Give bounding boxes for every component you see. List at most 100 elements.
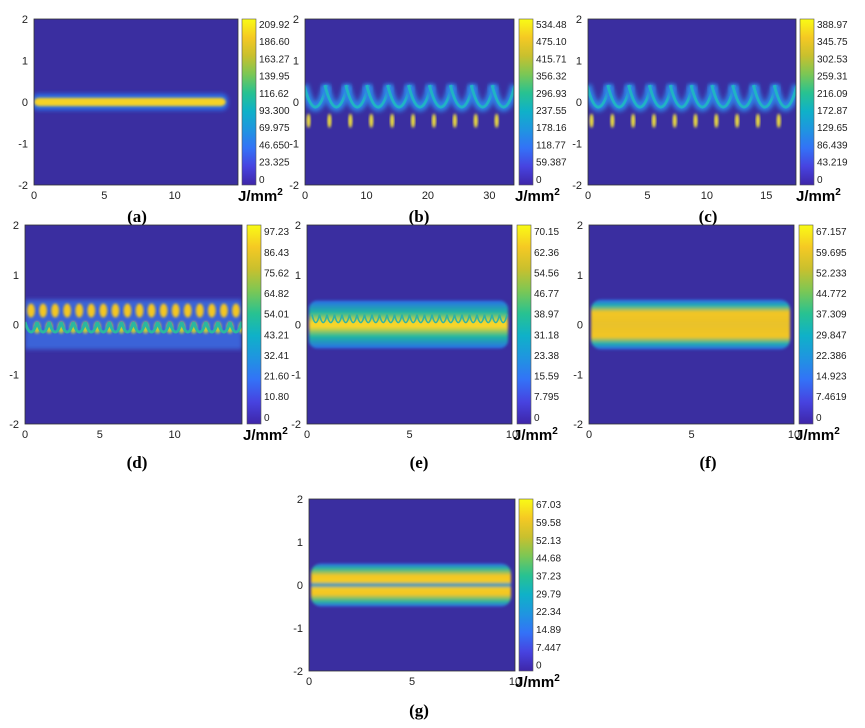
hot-spot (390, 113, 395, 128)
x-tick-label: 5 (688, 429, 694, 441)
colorbar-tick-label: 178.16 (536, 123, 567, 134)
y-tick-label: 2 (293, 14, 299, 26)
braid-arc (216, 321, 232, 334)
y-tick-label: 2 (577, 220, 583, 232)
colorbar-tick-label: 10.80 (264, 392, 289, 403)
colorbar-gradient (246, 224, 262, 425)
braid-node-upper (99, 303, 108, 318)
colorbar-tick-label: 356.32 (536, 72, 567, 83)
y-tick-label: -2 (572, 180, 582, 192)
axes-frame (24, 224, 243, 425)
colorbar-tick-label: 23.325 (259, 158, 290, 169)
x-tick-label: 10 (169, 429, 181, 441)
x-tick-label: 10 (169, 190, 181, 202)
axes-frame (33, 18, 239, 186)
colorbar-tick-label: 186.60 (259, 37, 290, 48)
colorbar: 209.92 186.60 163.27 139.95 116.62 93.300 69.9… (238, 18, 290, 205)
heatmap-background (305, 19, 514, 185)
colorbar-tick-label: 38.97 (534, 310, 559, 321)
colorbar-gradient (798, 224, 814, 425)
heatmap-field (309, 300, 508, 349)
colorbar-tick-label: 54.01 (264, 310, 289, 321)
colorbar-tick-label: 52.233 (816, 268, 847, 279)
y-tick-label: 1 (293, 56, 299, 68)
axes-frame (308, 498, 516, 672)
axes-frame (588, 224, 795, 425)
colorbar-tick-label: 388.97 (817, 20, 848, 31)
colorbar-tick-label: 129.65 (817, 123, 848, 134)
y-tick-label: -1 (573, 369, 583, 381)
colorbar-unit: J/mm2 (795, 426, 840, 444)
braid-arc (156, 321, 172, 334)
arc-track (490, 84, 514, 109)
y-tick-label: 0 (577, 320, 583, 332)
colorbar-gradient (799, 18, 815, 186)
scan-arc (341, 314, 351, 324)
colorbar-tick-label: 70.15 (534, 227, 559, 238)
y-tick-label: 2 (576, 14, 582, 26)
heatmap-panel-a: 210-1-20 5 10209.92186.60163.27139.95116.6… (18, 14, 290, 226)
braid-node-upper (135, 303, 144, 318)
colorbar-tick-label: 23.38 (534, 351, 559, 362)
braid-node-upper (159, 303, 168, 318)
hot-spot (306, 113, 311, 128)
colorbar-tick-label: 0 (259, 175, 265, 186)
colorbar-tick-label: 163.27 (259, 54, 290, 65)
colorbar-tick-label: 97.23 (264, 227, 289, 238)
colorbar-unit: J/mm2 (243, 426, 288, 444)
hot-spot (672, 113, 677, 128)
scan-arc (498, 314, 508, 324)
colorbar-tick-label: 29.847 (816, 330, 847, 341)
x-tick-label: 10 (788, 429, 800, 441)
y-tick-label: 1 (297, 537, 303, 549)
colorbar-tick-label: 216.09 (817, 89, 848, 100)
y-tick-label: 0 (297, 580, 303, 592)
colorbar-tick-label: 172.87 (817, 106, 848, 117)
colorbar: 534.48 475.10 415.71 356.32 296.93 237.55 178.… (515, 18, 567, 205)
heatmap-panel-g: 210-1-20 5 1067.0359.5852.1344.6837.2329.7… (293, 494, 561, 720)
colorbar-unit-exponent: 2 (554, 673, 560, 684)
hot-spot (651, 113, 656, 128)
x-tick-label: 0 (586, 429, 592, 441)
colorbar-tick-label: 44.68 (536, 554, 561, 565)
x-tick-label: 30 (483, 190, 495, 202)
braid-node-upper (232, 303, 240, 318)
scan-arc (491, 314, 501, 324)
colorbar-tick-label: 7.447 (536, 643, 561, 654)
x-tick-label: 5 (406, 429, 412, 441)
colorbar-tick-label: 37.309 (816, 310, 847, 321)
colorbar: 388.97 345.75 302.53 259.31 216.09 172.87 129.… (796, 18, 848, 205)
braid-node-upper (183, 303, 192, 318)
y-tick-label: 2 (295, 220, 301, 232)
scan-arc (431, 314, 441, 324)
x-tick-label: 0 (585, 190, 591, 202)
colorbar-unit-exponent: 2 (554, 187, 560, 198)
heatmap-field (591, 299, 790, 350)
colorbar-tick-label: 44.772 (816, 289, 847, 300)
colorbar-tick-label: 209.92 (259, 20, 290, 31)
arc-track (772, 84, 796, 109)
colorbar-tick-label: 302.53 (817, 54, 848, 65)
scan-arc (476, 314, 486, 324)
braid-arc (25, 321, 39, 334)
colorbar-unit-exponent: 2 (277, 187, 283, 198)
x-tick-label: 20 (422, 190, 434, 202)
y-tick-label: -2 (293, 666, 303, 678)
colorbar-tick-label: 0 (536, 175, 542, 186)
hot-spot (735, 113, 740, 128)
colorbar-tick-label: 59.58 (536, 518, 561, 529)
y-tick-label: 1 (13, 270, 19, 282)
scan-arc (401, 314, 411, 324)
hot-spot (631, 113, 636, 128)
scan-arc (363, 314, 373, 324)
hot-spot (327, 113, 332, 128)
scan-arc (393, 314, 403, 324)
axes-frame (304, 18, 515, 186)
colorbar-tick-label: 7.4619 (816, 392, 847, 403)
braid-node-upper (63, 303, 72, 318)
hot-spot (431, 113, 436, 128)
colorbar-unit-exponent: 2 (552, 426, 558, 437)
hot-spot (589, 113, 594, 128)
hot-spot (452, 113, 457, 128)
